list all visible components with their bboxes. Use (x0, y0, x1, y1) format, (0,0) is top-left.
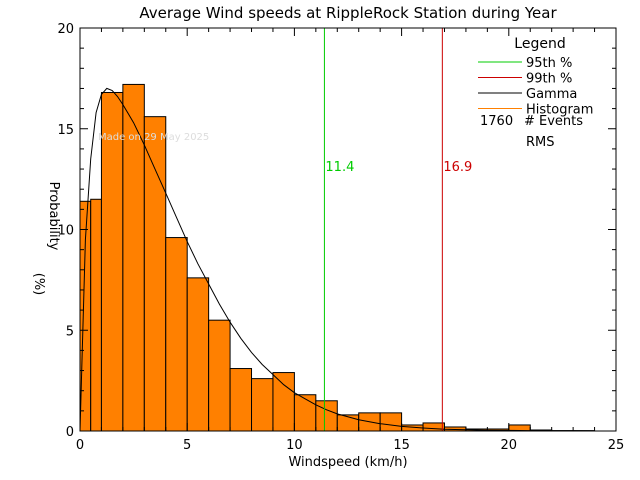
histogram-bar-10 (272, 372, 295, 432)
percentile-lines: 11.4 16.9 (323, 28, 472, 431)
legend-events-label: # Events (524, 114, 583, 129)
percentile-label-0: 11.4 (325, 160, 354, 175)
gamma-curve-layer (79, 87, 606, 432)
percentile-label-1: 16.9 (443, 160, 472, 175)
legend-label-2: Gamma (526, 87, 577, 102)
x-tick-label-2: 10 (286, 438, 303, 453)
legend-label-3: Histogram (526, 103, 593, 118)
y-tick-label-2: 10 (57, 224, 74, 239)
y-tick-label-4: 20 (57, 22, 74, 37)
x-tick-label-0: 0 (76, 438, 84, 453)
chart-title: Average Wind speeds at RippleRock Statio… (139, 4, 557, 22)
histogram-bar-9 (251, 378, 274, 432)
histogram-bar-4 (143, 116, 167, 432)
y-axis: 0 5 10 15 20 (57, 22, 616, 440)
legend-rms-label: RMS (526, 135, 555, 150)
watermark: Made on 29 May 2025 (98, 132, 209, 143)
x-tick-label-5: 25 (608, 438, 625, 453)
gamma-curve-line (79, 87, 606, 432)
y-axis-label-line2: (%) (31, 273, 46, 296)
x-axis: 0 5 10 15 20 25 (76, 28, 624, 453)
legend-title: Legend (514, 36, 565, 52)
y-tick-label-0: 0 (66, 425, 74, 440)
y-tick-label-3: 15 (57, 123, 74, 138)
histogram-bar-17 (422, 422, 445, 432)
histogram-bar-11 (293, 394, 317, 432)
legend-events-count: 1760 (480, 114, 513, 129)
legend-label-0: 95th % (526, 56, 572, 71)
x-axis-label: Windspeed (km/h) (288, 455, 407, 470)
histogram-bar-6 (186, 277, 210, 432)
histogram-bar-8 (229, 368, 253, 432)
histogram-bar-2 (100, 91, 124, 432)
x-tick-label-3: 15 (393, 438, 410, 453)
y-tick-label-1: 5 (66, 324, 74, 339)
histogram-bar-12 (315, 400, 338, 432)
histogram-bar-15 (379, 412, 403, 432)
histogram-bar-5 (165, 237, 188, 432)
legend-label-1: 99th % (526, 72, 572, 87)
histogram-bar-1 (90, 198, 102, 432)
x-tick-label-1: 5 (183, 438, 191, 453)
y-axis-label-line1: Probability (46, 182, 61, 251)
x-tick-label-4: 20 (501, 438, 518, 453)
histogram-bar-7 (208, 319, 231, 432)
histogram-bars (79, 83, 596, 432)
